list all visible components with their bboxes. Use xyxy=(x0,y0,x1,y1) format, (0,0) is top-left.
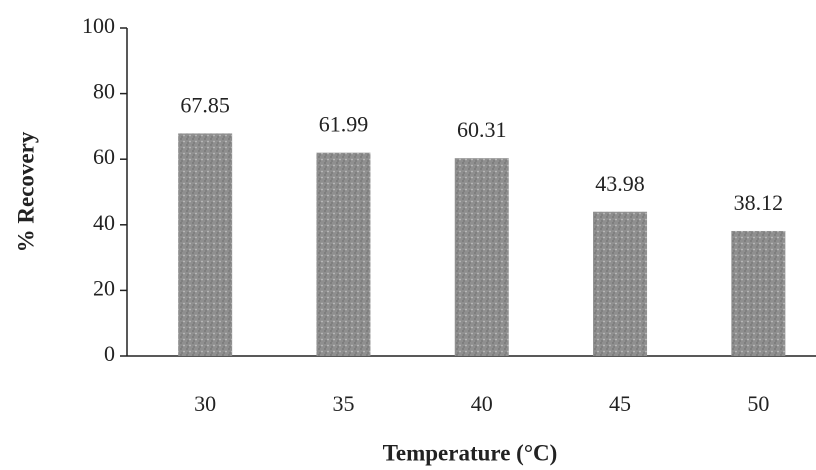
bar-texture xyxy=(731,231,785,356)
y-tick-label: 60 xyxy=(93,144,115,169)
x-tick-label: 30 xyxy=(194,391,216,416)
value-label: 67.85 xyxy=(180,92,230,117)
y-tick-label: 80 xyxy=(93,79,115,104)
x-tick-label: 40 xyxy=(471,391,493,416)
x-axis-title: Temperature (°C) xyxy=(383,440,558,465)
page: Temperature (°C) % Recovery 0 20 40 60 80 100… xyxy=(0,0,816,470)
y-axis-title: % Recovery xyxy=(13,131,38,252)
bar-texture xyxy=(593,212,647,356)
bar-texture xyxy=(178,133,232,356)
x-tick-label: 50 xyxy=(747,391,769,416)
y-tick-label: 20 xyxy=(93,275,115,300)
value-label: 38.12 xyxy=(734,190,784,215)
value-label: 43.98 xyxy=(595,171,645,196)
bar-texture xyxy=(455,158,509,356)
x-tick-label: 45 xyxy=(609,391,631,416)
y-tick-label: 40 xyxy=(93,210,115,235)
chart: Temperature (°C) % Recovery 0 20 40 60 80 100… xyxy=(0,0,816,470)
bar-texture xyxy=(316,153,370,356)
y-tick-label: 0 xyxy=(104,341,115,366)
value-label: 61.99 xyxy=(319,112,369,137)
value-label: 60.31 xyxy=(457,117,507,142)
x-tick-label: 35 xyxy=(332,391,354,416)
y-tick-label: 100 xyxy=(82,13,115,38)
